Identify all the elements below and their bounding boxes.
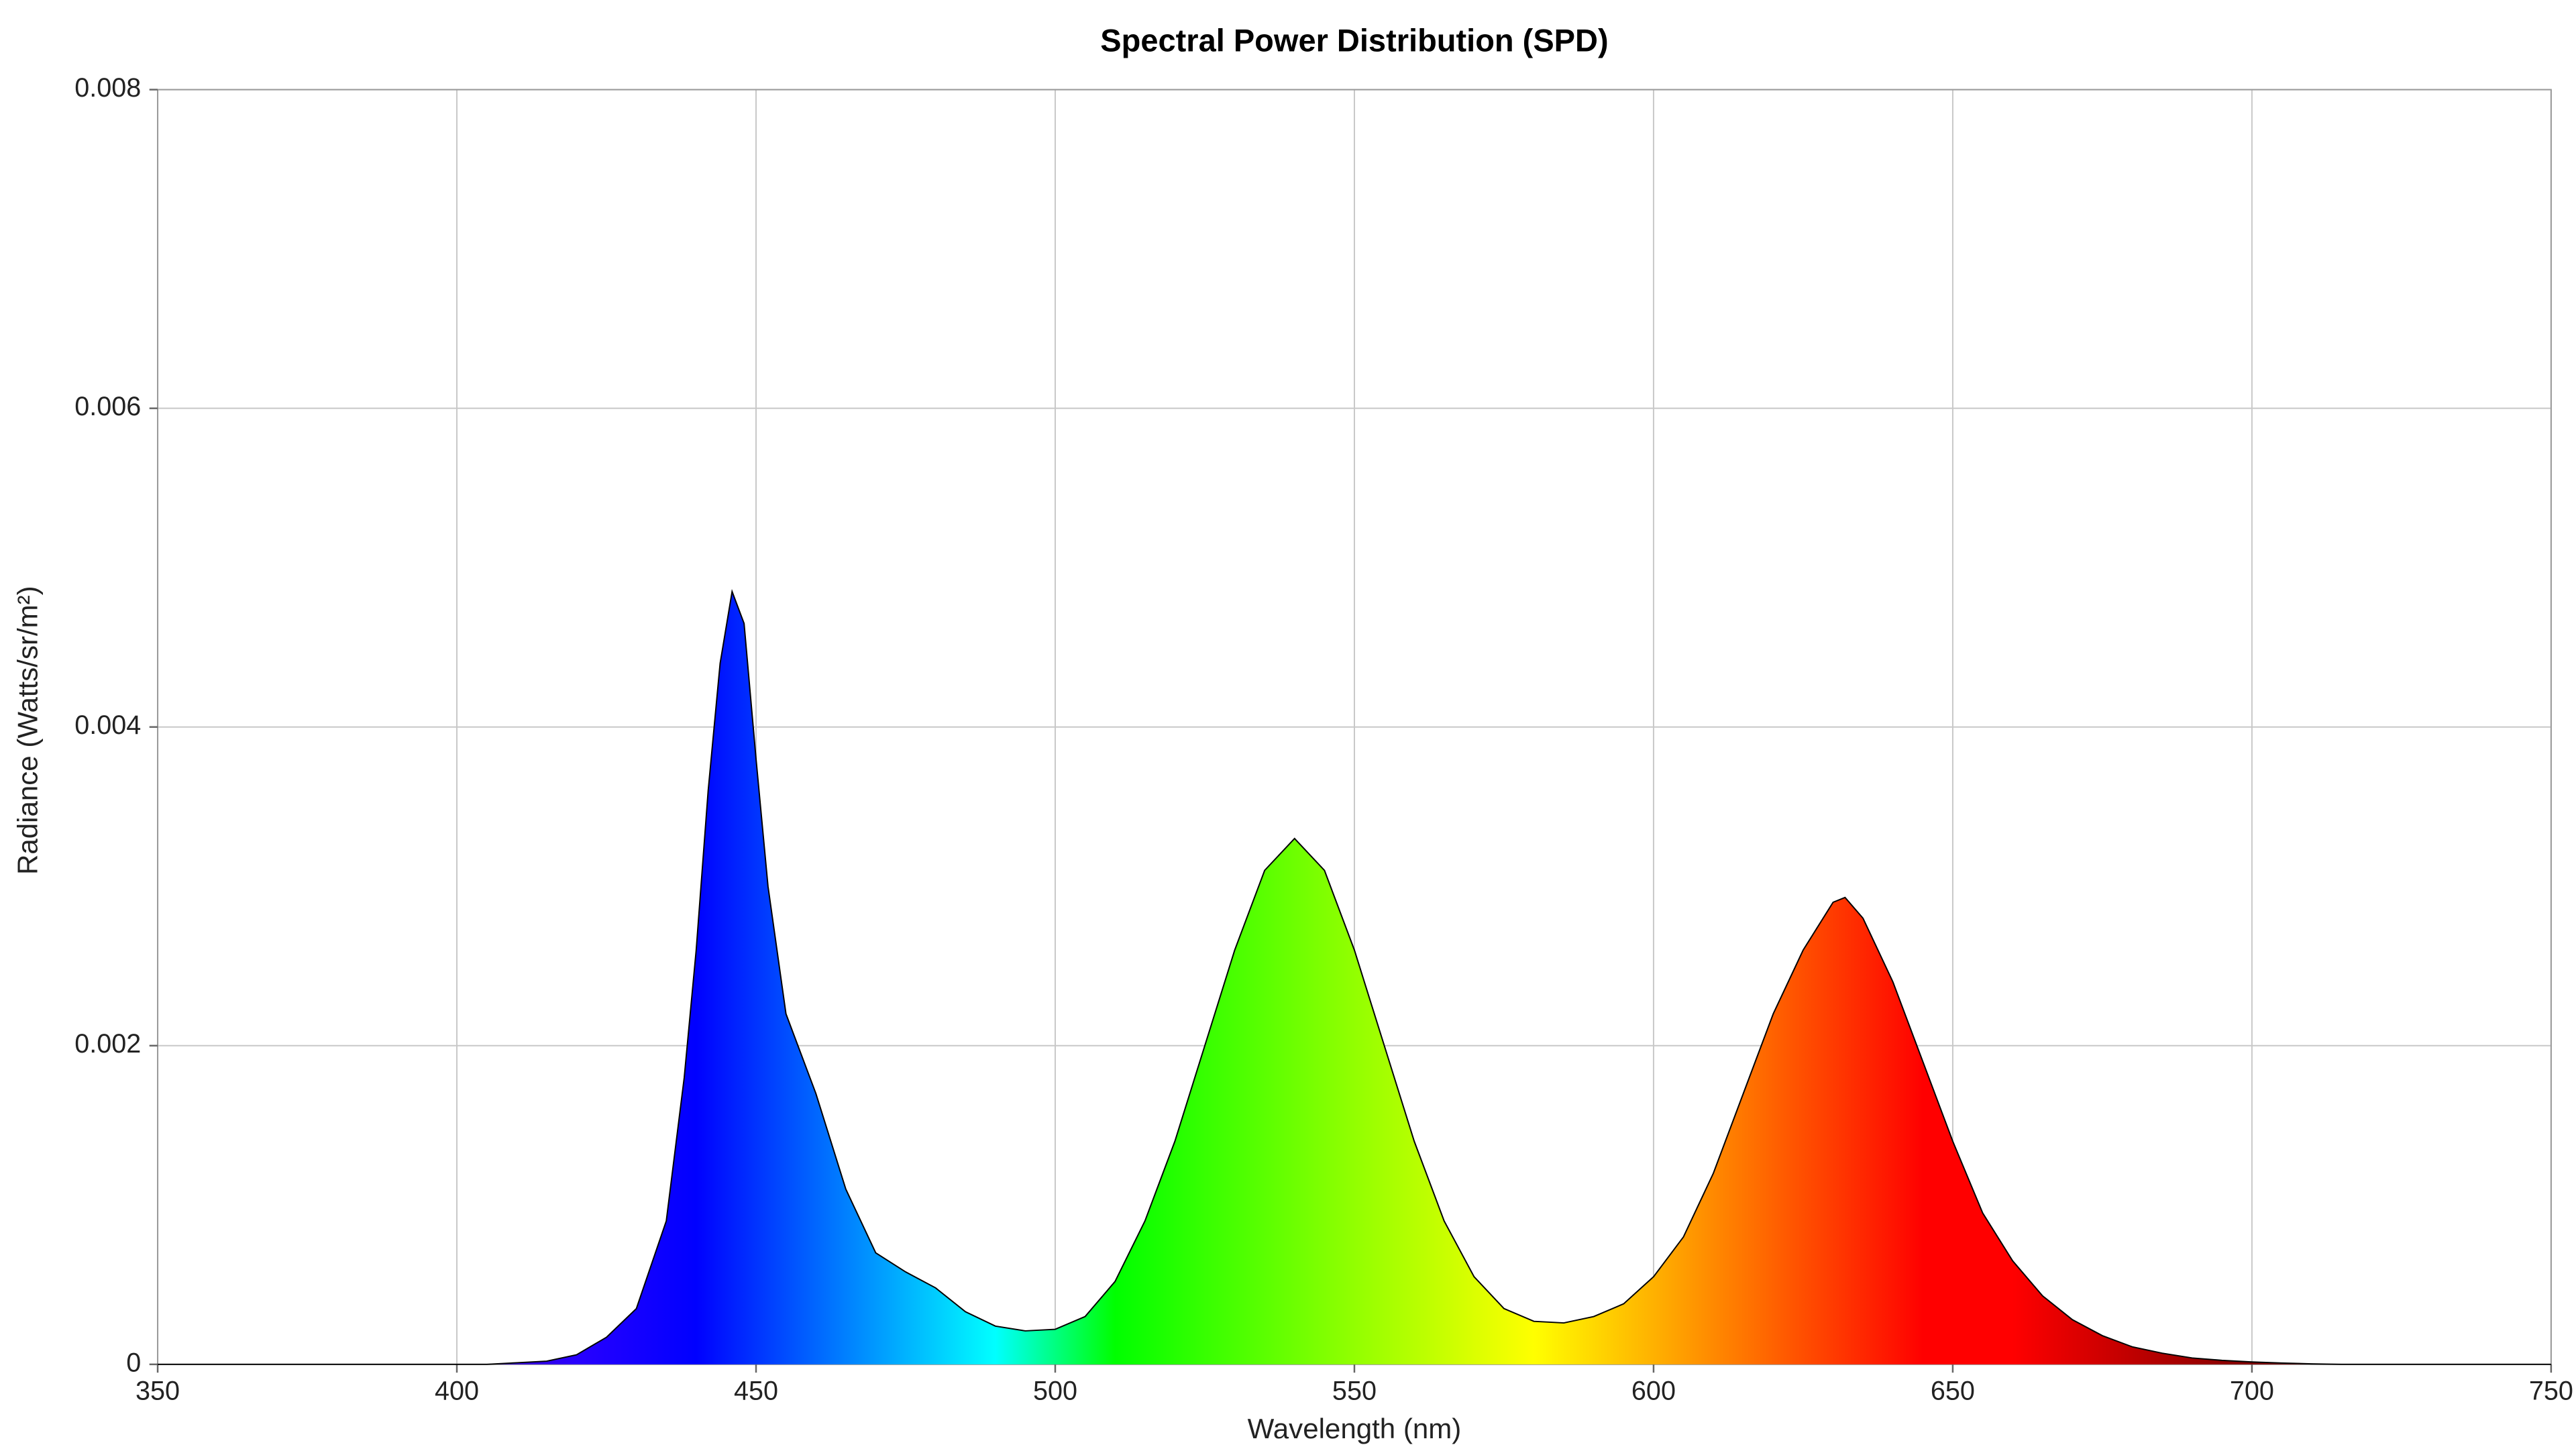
x-axis-label: Wavelength (nm) — [1248, 1413, 1462, 1444]
y-tick-label: 0.004 — [74, 710, 141, 740]
chart-title: Spectral Power Distribution (SPD) — [1100, 23, 1608, 58]
x-tick-label: 550 — [1332, 1376, 1377, 1405]
spectrum-area — [158, 591, 2551, 1364]
x-tick-label: 400 — [435, 1376, 479, 1405]
x-tick-label: 500 — [1033, 1376, 1077, 1405]
y-axis-label: Radiance (Watts/sr/m²) — [12, 586, 44, 875]
y-tick-label: 0.008 — [74, 73, 141, 103]
y-tick-label: 0.002 — [74, 1029, 141, 1059]
x-tick-label: 650 — [1931, 1376, 1975, 1405]
x-tick-label: 600 — [1631, 1376, 1676, 1405]
spectrum-line — [158, 589, 2551, 1365]
x-tick-label: 750 — [2529, 1376, 2573, 1405]
x-tick-label: 700 — [2230, 1376, 2274, 1405]
x-tick-label: 350 — [136, 1376, 180, 1405]
y-tick-label: 0 — [126, 1348, 141, 1377]
y-tick-label: 0.006 — [74, 392, 141, 421]
x-tick-label: 450 — [734, 1376, 778, 1405]
